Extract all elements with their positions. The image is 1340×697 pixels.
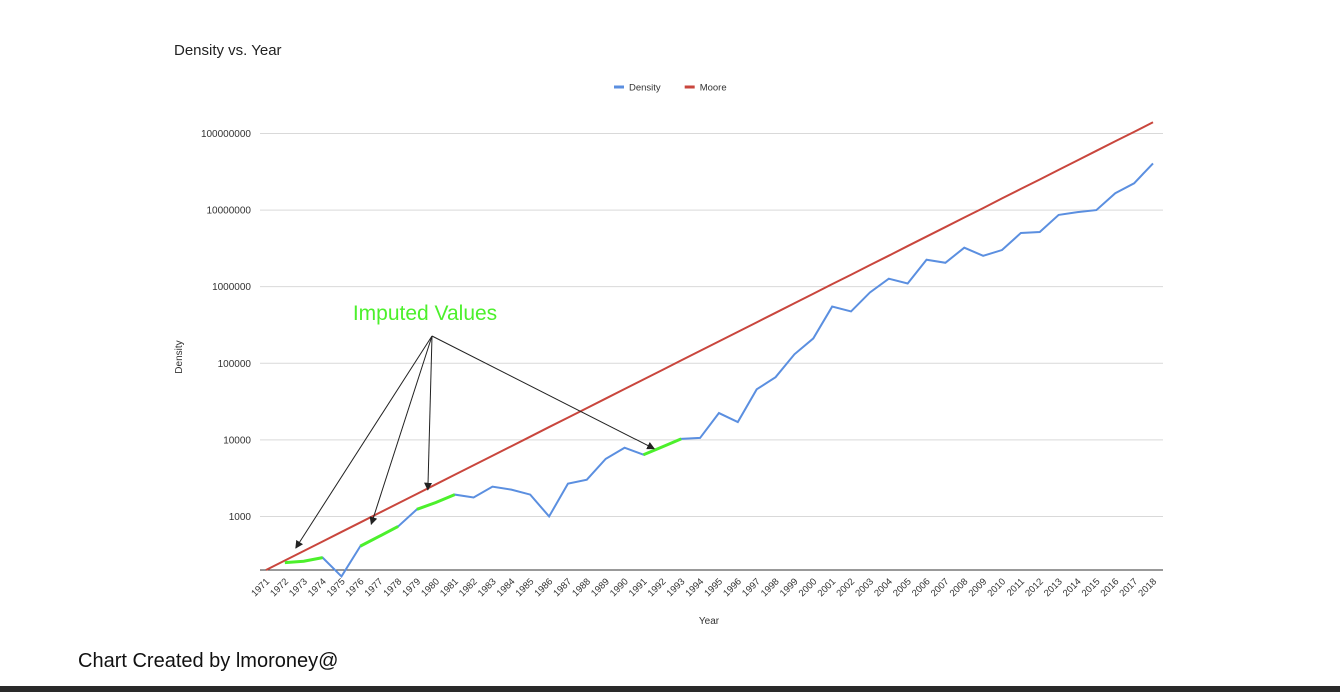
x-tick-label: 1990 [608, 576, 631, 599]
bottom-bar [0, 686, 1340, 692]
y-axis-label: Density [174, 340, 185, 373]
x-tick-label: 1975 [325, 576, 348, 599]
footer: Chart Created by lmoroney@ [78, 650, 338, 672]
x-tick-label: 1981 [438, 576, 461, 599]
x-tick-label: 2003 [853, 576, 876, 599]
line-series [284, 162, 1154, 578]
x-tick-label: 1985 [514, 576, 537, 599]
imputed-segment [416, 493, 456, 511]
x-tick-label: 1971 [249, 576, 272, 599]
x-tick-label: 2007 [929, 576, 952, 599]
x-tick-label: 1989 [589, 576, 612, 599]
x-tick-label: 1986 [532, 576, 555, 599]
legend-label: Moore [700, 83, 727, 94]
x-tick-label: 1999 [778, 576, 801, 599]
x-tick-label: 1987 [551, 576, 574, 599]
x-tick-label: 1994 [683, 576, 706, 599]
x-tick-label: 2005 [891, 576, 914, 599]
x-tick-label: 2017 [1118, 576, 1141, 599]
y-tick-label: 10000000 [207, 206, 252, 217]
x-tick-label: 2001 [816, 576, 839, 599]
x-tick-label: 1979 [400, 576, 423, 599]
x-tick-label: 1992 [646, 576, 669, 599]
x-tick-label: 1993 [665, 576, 688, 599]
x-tick-label: 1995 [702, 576, 725, 599]
x-tick-label: 1980 [419, 576, 442, 599]
x-tick-label: 2011 [1005, 576, 1027, 598]
annotation-arrow [431, 335, 656, 450]
x-tick-label: 2016 [1099, 576, 1122, 599]
x-tick-label: 2012 [1023, 576, 1046, 599]
x-tick-label: 1997 [740, 576, 763, 599]
imputed-segment [642, 437, 682, 457]
x-tick-label: 1973 [287, 576, 310, 599]
x-tick-label: 2009 [967, 576, 990, 599]
x-tick-label: 2002 [834, 576, 857, 599]
legend-label: Density [629, 83, 661, 94]
annotation-arrow [424, 335, 433, 491]
chart-title: Density vs. Year [174, 42, 282, 59]
x-tick-label: 2015 [1080, 576, 1103, 599]
x-tick-label: 1998 [759, 576, 782, 599]
annotation-text: Imputed Values [353, 302, 497, 325]
y-tick-label: 1000000 [212, 282, 251, 293]
x-tick-label: 1988 [570, 576, 593, 599]
x-tick-label: 2010 [985, 576, 1008, 599]
x-tick-label: 2006 [910, 576, 933, 599]
x-tick-label: 1982 [457, 576, 480, 599]
x-tick-label: 2013 [1042, 576, 1065, 599]
y-tick-label: 100000 [218, 359, 252, 370]
x-tick-label: 1991 [627, 576, 650, 599]
x-tick-label: 1976 [344, 576, 367, 599]
x-tick-label: 2004 [872, 576, 895, 599]
annotation-arrow [295, 335, 433, 549]
x-tick-label: 1984 [495, 576, 518, 599]
line-series [265, 121, 1154, 571]
x-tick-label: 1977 [363, 576, 386, 599]
x-tick-label: 1972 [268, 576, 291, 599]
y-tick-label: 1000 [229, 512, 252, 523]
x-tick-label: 2018 [1136, 576, 1159, 599]
imputed-segment [284, 556, 323, 565]
x-tick-label: 1996 [721, 576, 744, 599]
annotation-arrow [369, 335, 433, 526]
y-tick-label: 10000 [223, 435, 251, 446]
x-tick-label: 1974 [306, 576, 329, 599]
y-tick-label: 100000000 [201, 129, 251, 140]
x-tick-label: 2000 [797, 576, 820, 599]
x-axis-label: Year [699, 616, 720, 627]
x-tick-label: 2008 [948, 576, 971, 599]
x-tick-label: 1983 [476, 576, 499, 599]
x-tick-label: 2014 [1061, 576, 1084, 599]
imputed-segment [359, 525, 399, 548]
x-tick-label: 1978 [382, 576, 405, 599]
